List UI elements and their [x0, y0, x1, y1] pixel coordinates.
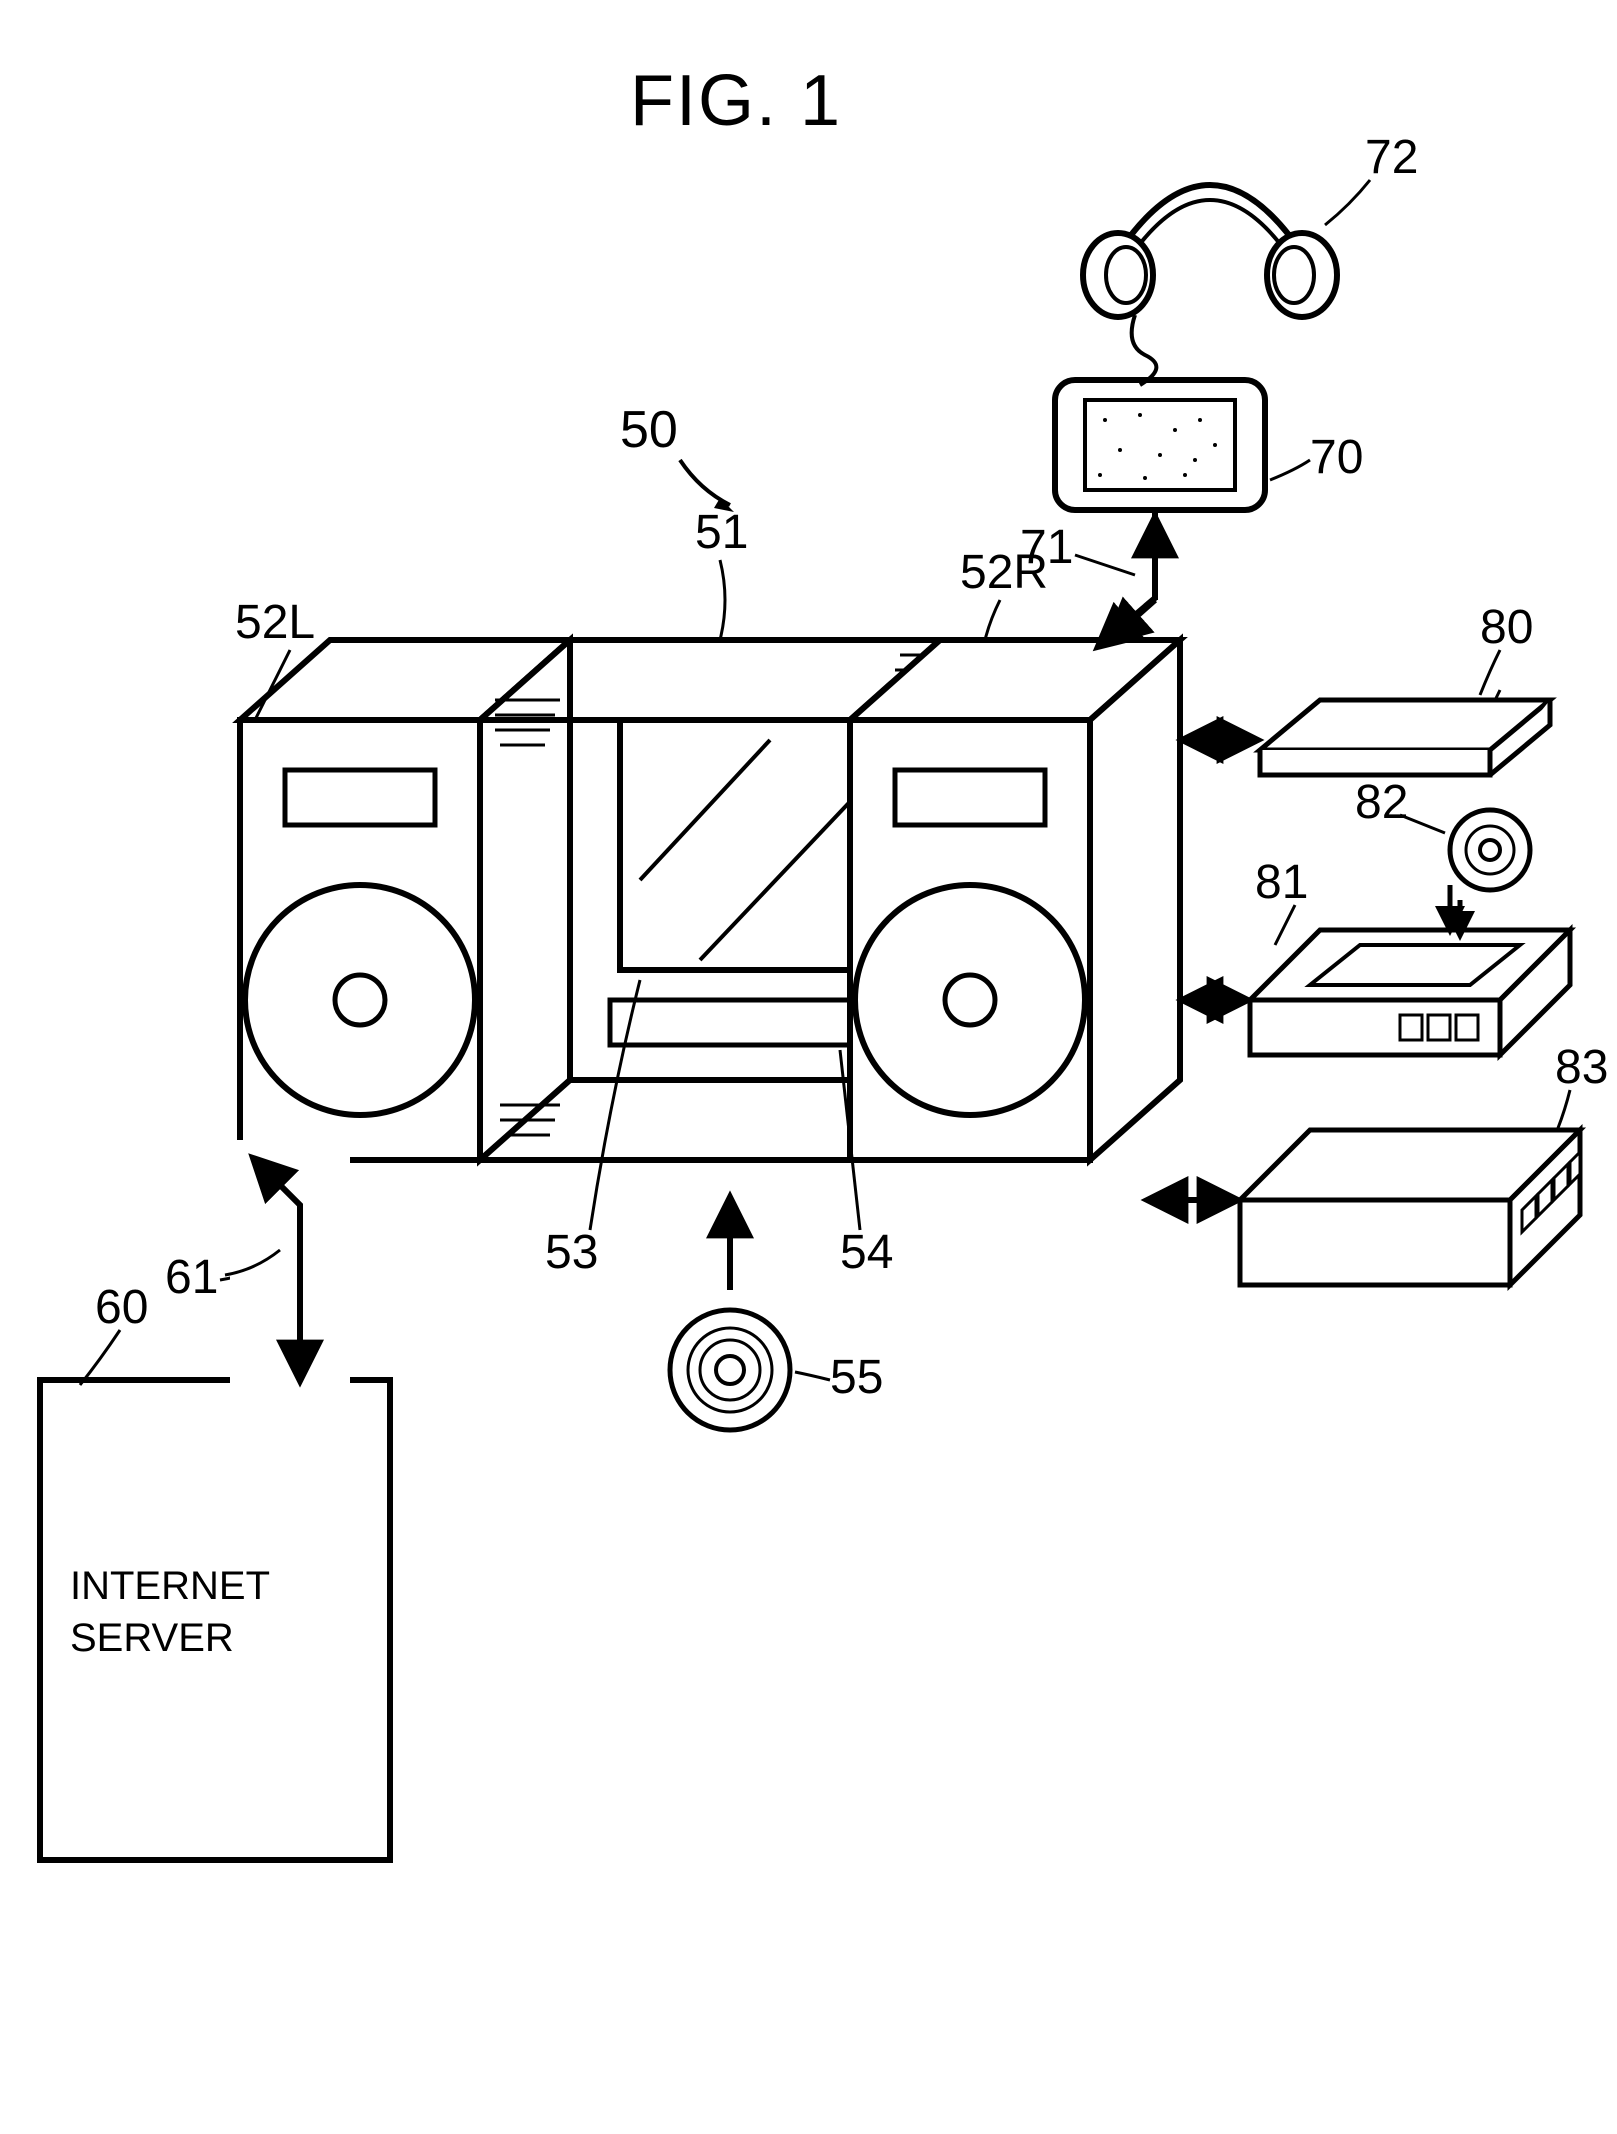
label-50: 50 [620, 400, 678, 460]
label-70: 70 [1310, 430, 1363, 485]
stereo-unit [240, 640, 1180, 1160]
label-54: 54 [840, 1225, 893, 1280]
diagram-svg [0, 0, 1617, 2134]
label-72: 72 [1365, 130, 1418, 185]
figure-title: FIG. 1 [630, 60, 842, 142]
label-83: 83 [1555, 1040, 1608, 1095]
label-61: 61 [165, 1250, 218, 1305]
server-text-plain: INTERNET SERVER [70, 1560, 370, 1664]
disc-main [670, 1310, 790, 1430]
portable-player [1055, 380, 1265, 510]
headphones [1083, 185, 1337, 385]
label-53: 53 [545, 1225, 598, 1280]
label-51: 51 [695, 505, 748, 560]
label-81: 81 [1255, 855, 1308, 910]
player-link [1110, 515, 1155, 640]
speaker-right [850, 640, 1180, 1160]
label-82: 82 [1355, 775, 1408, 830]
label-55: 55 [830, 1350, 883, 1405]
figure-page: FIG. 1 [0, 0, 1617, 2134]
label-52L: 52L [235, 595, 315, 650]
ext-player [1250, 930, 1570, 1055]
label-80: 80 [1480, 600, 1533, 655]
label-71: 71 [1020, 520, 1073, 575]
label-60: 60 [95, 1280, 148, 1335]
ext-box [1240, 1130, 1580, 1285]
